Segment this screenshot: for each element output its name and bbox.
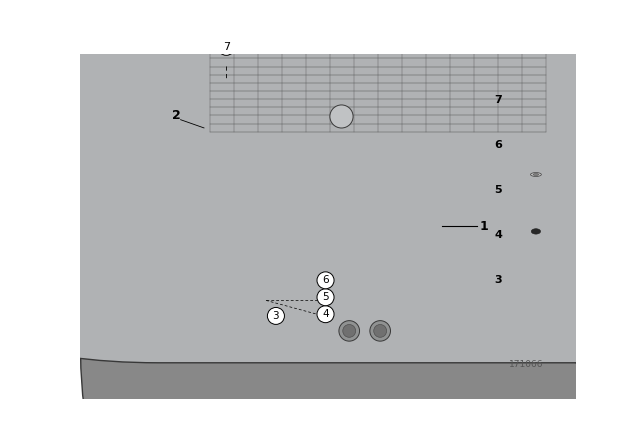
Circle shape xyxy=(280,70,296,86)
Text: 5: 5 xyxy=(322,292,329,302)
FancyBboxPatch shape xyxy=(0,0,640,363)
Polygon shape xyxy=(167,128,298,151)
Circle shape xyxy=(317,272,334,289)
Circle shape xyxy=(374,324,387,337)
Polygon shape xyxy=(122,216,134,240)
Text: 1: 1 xyxy=(479,220,488,233)
Polygon shape xyxy=(112,220,122,237)
Circle shape xyxy=(343,324,356,337)
Circle shape xyxy=(218,39,235,56)
Text: 2: 2 xyxy=(172,109,181,122)
Text: 4: 4 xyxy=(495,230,502,240)
Polygon shape xyxy=(122,161,134,185)
Polygon shape xyxy=(145,358,179,375)
Circle shape xyxy=(317,306,334,323)
Text: 5: 5 xyxy=(495,185,502,195)
Bar xyxy=(95,68,477,378)
Polygon shape xyxy=(520,320,552,329)
Polygon shape xyxy=(167,309,298,328)
FancyBboxPatch shape xyxy=(530,126,541,136)
Polygon shape xyxy=(442,0,640,448)
Ellipse shape xyxy=(533,173,539,176)
Polygon shape xyxy=(298,185,338,257)
Text: 171066: 171066 xyxy=(509,360,543,369)
Bar xyxy=(487,68,566,378)
Polygon shape xyxy=(112,275,122,292)
Ellipse shape xyxy=(524,224,548,238)
Text: 7: 7 xyxy=(495,95,502,105)
Text: 6: 6 xyxy=(322,276,329,285)
Text: 4: 4 xyxy=(322,309,329,319)
Polygon shape xyxy=(122,271,134,295)
Circle shape xyxy=(317,289,334,306)
Polygon shape xyxy=(224,64,338,106)
Polygon shape xyxy=(524,264,548,273)
Circle shape xyxy=(339,321,360,341)
Polygon shape xyxy=(522,91,553,95)
Ellipse shape xyxy=(524,188,548,195)
Bar xyxy=(533,135,539,154)
Polygon shape xyxy=(249,358,284,375)
Polygon shape xyxy=(191,211,227,228)
Ellipse shape xyxy=(531,229,541,234)
Text: 7: 7 xyxy=(223,42,230,52)
Polygon shape xyxy=(298,92,338,358)
Polygon shape xyxy=(167,128,266,328)
Circle shape xyxy=(268,307,284,324)
Text: 6: 6 xyxy=(495,140,502,150)
Circle shape xyxy=(370,321,390,341)
FancyBboxPatch shape xyxy=(81,0,640,448)
Ellipse shape xyxy=(531,172,541,177)
Polygon shape xyxy=(112,164,122,181)
Polygon shape xyxy=(522,95,556,99)
Text: 3: 3 xyxy=(273,311,279,321)
Polygon shape xyxy=(134,92,298,358)
Bar xyxy=(520,329,552,333)
Bar xyxy=(531,175,541,191)
Polygon shape xyxy=(259,128,298,328)
Circle shape xyxy=(330,105,353,128)
Text: 3: 3 xyxy=(495,275,502,284)
